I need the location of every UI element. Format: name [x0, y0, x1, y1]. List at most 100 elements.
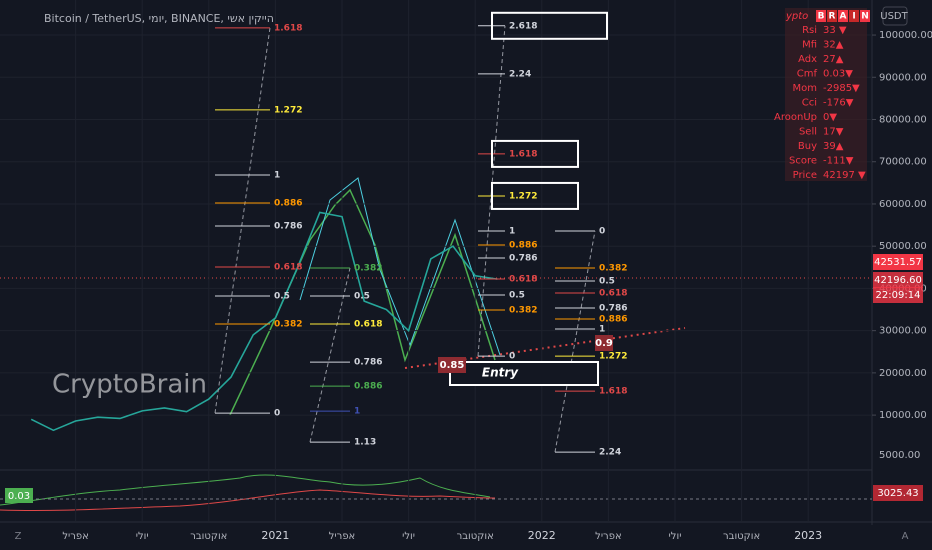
x-tick-label: יולי — [669, 531, 682, 542]
table-key: Score — [789, 156, 817, 167]
fib-label: 1 — [509, 226, 515, 236]
fib-label: 0.886 — [599, 315, 627, 325]
fib-label: 0.382 — [509, 306, 537, 316]
brand-letter: B — [818, 12, 825, 22]
fib-label: 0.5 — [599, 276, 615, 286]
fib-label: 0.5 — [509, 291, 525, 301]
fib-label: 1.13 — [354, 438, 376, 448]
fib-box — [491, 181, 579, 210]
axis-icon: Z — [15, 531, 22, 542]
y-tick-label: 70000.00 — [879, 157, 927, 168]
badge-label: 0.9 — [595, 338, 613, 349]
chart-title: Bitcoin / TetherUS, יומי, BINANCE, הייקי… — [44, 12, 274, 25]
entry-box — [449, 361, 599, 386]
oscillator-line — [0, 474, 491, 506]
x-tick-label: 2023 — [794, 529, 822, 542]
table-key: Rsi — [802, 25, 817, 36]
brand-letter: R — [829, 12, 836, 22]
osc-left-label: 0.03 — [8, 491, 30, 502]
y-tick-label: 60000.00 — [879, 199, 927, 210]
brand-letter-box — [849, 10, 859, 22]
y-tick-label: 20000.00 — [879, 368, 927, 379]
x-tick-label: 2022 — [528, 529, 556, 542]
table-value: 32▲ — [823, 40, 844, 51]
fib-label: 2.24 — [509, 69, 531, 79]
table-value: 17▼ — [823, 127, 844, 138]
fib-label: 0.618 — [274, 263, 302, 273]
brand-letter-box — [816, 10, 826, 22]
price-line — [30, 211, 498, 432]
table-value: 42197 ▼ — [823, 170, 866, 181]
x-tick-label: יולי — [402, 531, 415, 542]
table-value: -111▼ — [823, 156, 854, 167]
table-key: Sell — [799, 127, 817, 138]
fib-label: 1.618 — [509, 149, 537, 159]
osc-tick-label: 5000.00 — [879, 450, 920, 461]
y-tick-label: 80000.00 — [879, 115, 927, 126]
fib-label: 0.382 — [354, 263, 382, 273]
table-key: Cmf — [797, 69, 818, 80]
price-label-box — [873, 272, 923, 288]
axis-icon: A — [902, 531, 909, 542]
fib-label: 0.886 — [354, 382, 382, 392]
y-tick-label: 90000.00 — [879, 72, 927, 83]
badge — [438, 357, 466, 373]
watermark: CryptoBrain — [52, 370, 207, 400]
table-value: 33 ▼ — [823, 25, 847, 36]
fib-label: 0.786 — [509, 254, 537, 264]
fib-label: 0.886 — [274, 198, 302, 208]
table-brand: ypto — [785, 11, 808, 22]
fib-label: 1.272 — [599, 352, 627, 362]
x-tick-label: אפריל — [329, 531, 356, 542]
fib-label: 0 — [599, 226, 605, 236]
fib-label: 1.618 — [274, 23, 302, 33]
fib-label: 1.272 — [274, 105, 302, 115]
brand-letter-box — [860, 10, 870, 22]
fib-label: 0.618 — [354, 320, 382, 330]
fib-label: 0.786 — [354, 358, 382, 368]
y-tick-label: 50000.00 — [879, 241, 927, 252]
fib-box — [491, 139, 579, 168]
fib-trend — [214, 27, 271, 414]
table-value: 39▲ — [823, 141, 844, 152]
fib-label: 1 — [354, 407, 360, 417]
fib-label: 0.382 — [274, 320, 302, 330]
currency-label: USDT — [880, 11, 908, 22]
fib-label: 0.618 — [599, 289, 627, 299]
fib-trend — [477, 25, 506, 357]
fib-trend — [554, 230, 596, 453]
table-key: Price — [793, 170, 817, 181]
table-key: Cci — [802, 98, 817, 109]
table-key: Adx — [798, 54, 817, 65]
fib-label: 1.272 — [509, 191, 537, 201]
table-value: -2985▼ — [823, 83, 860, 94]
table-bg — [785, 8, 867, 181]
currency-box — [882, 6, 908, 26]
fib-label: 0.786 — [599, 304, 627, 314]
fib-label: 0.5 — [354, 292, 370, 302]
oscillator-line — [0, 489, 496, 512]
fib-label: 0.382 — [599, 263, 627, 273]
fib-box — [491, 11, 608, 40]
x-tick-label: אוקטובר — [457, 531, 494, 542]
table-value: -176▼ — [823, 98, 854, 109]
x-tick-label: 2021 — [261, 529, 289, 542]
table-value: 0.03▼ — [823, 69, 853, 80]
table-key: AroonUp — [774, 112, 817, 123]
y-tick-label: 10000.00 — [879, 410, 927, 421]
brand-letter-box — [827, 10, 837, 22]
price-label-box — [873, 254, 923, 270]
x-tick-label: יולי — [136, 531, 149, 542]
x-tick-label: אוקטובר — [190, 531, 227, 542]
zigzag — [299, 177, 501, 356]
y-tick-label: 100000.00 — [879, 30, 932, 41]
brand-letter: A — [840, 12, 847, 22]
price-label-box — [873, 287, 923, 303]
badge — [595, 335, 613, 351]
fib-label: 0 — [274, 409, 280, 419]
table-key: Mfi — [802, 40, 817, 51]
x-tick-label: אפריל — [62, 531, 89, 542]
